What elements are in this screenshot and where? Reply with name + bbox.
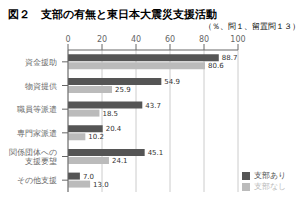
svg-text:25.9: 25.9 bbox=[115, 86, 131, 94]
html-text:（％、問１、留置問１３）: （％、問１、留置問１３） bbox=[204, 22, 300, 31]
svg-text:80.6: 80.6 bbox=[208, 62, 224, 70]
svg-text:0: 0 bbox=[65, 35, 70, 44]
svg-text:54.9: 54.9 bbox=[164, 78, 180, 86]
svg-text:20.4: 20.4 bbox=[106, 125, 122, 133]
svg-text:物資提供: 物資提供 bbox=[25, 81, 57, 90]
html-text:図２ 支部の有無と東日本大震災支援活動: 図２ 支部の有無と東日本大震災支援活動 bbox=[8, 8, 217, 21]
svg-text:60: 60 bbox=[165, 35, 175, 44]
svg-text:88.7: 88.7 bbox=[222, 54, 238, 62]
svg-text:18.5: 18.5 bbox=[102, 110, 118, 118]
svg-text:20: 20 bbox=[97, 35, 107, 44]
svg-text:関係団体への支援要望: 関係団体への支援要望 bbox=[9, 148, 57, 166]
svg-text:職員等派遣: 職員等派遣 bbox=[17, 105, 57, 114]
html-text:支部あり: 支部あり bbox=[254, 171, 286, 180]
svg-text:80: 80 bbox=[199, 35, 209, 44]
svg-text:100: 100 bbox=[230, 35, 245, 44]
svg-text:資金援助: 資金援助 bbox=[25, 57, 57, 66]
svg-text:13.0: 13.0 bbox=[93, 181, 109, 189]
svg-text:43.7: 43.7 bbox=[145, 102, 161, 110]
svg-text:7.0: 7.0 bbox=[83, 173, 94, 181]
html-text:支部なし: 支部なし bbox=[254, 182, 286, 191]
svg-text:10.2: 10.2 bbox=[88, 133, 104, 141]
svg-text:24.1: 24.1 bbox=[112, 157, 128, 165]
svg-text:専門家派遣: 専門家派遣 bbox=[17, 128, 57, 137]
svg-text:45.1: 45.1 bbox=[148, 149, 164, 157]
svg-text:その他支援: その他支援 bbox=[17, 176, 57, 185]
svg-text:40: 40 bbox=[131, 35, 141, 44]
